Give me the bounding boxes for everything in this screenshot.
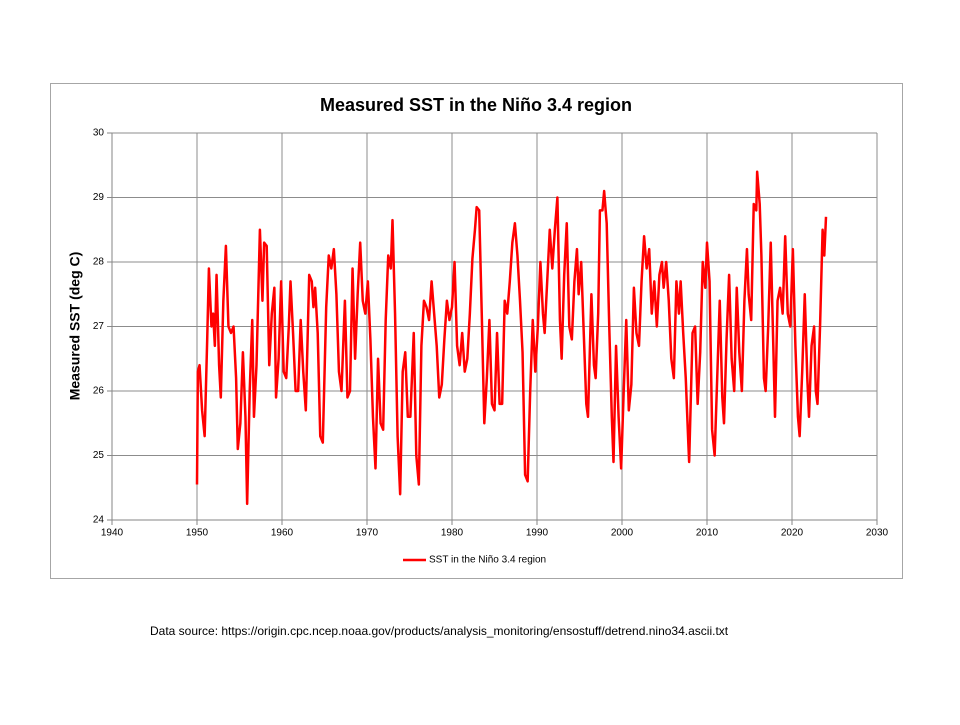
y-tick-label: 25 <box>93 450 105 461</box>
y-tick-label: 30 <box>93 128 105 139</box>
chart-frame <box>50 83 903 579</box>
x-tick-label: 2020 <box>781 528 804 539</box>
legend-label: SST in the Niño 3.4 region <box>429 555 546 566</box>
chart-title: Measured SST in the Niño 3.4 region <box>320 95 632 115</box>
x-tick-label: 2030 <box>866 528 889 539</box>
x-tick-label: 1940 <box>101 528 124 539</box>
x-tick-label: 1950 <box>186 528 209 539</box>
x-tick-label: 1960 <box>271 528 294 539</box>
y-tick-label: 28 <box>93 257 105 268</box>
x-tick-label: 2010 <box>696 528 719 539</box>
y-tick-label: 24 <box>93 515 105 526</box>
source-note: Data source: https://origin.cpc.ncep.noa… <box>150 624 729 638</box>
y-tick-label: 26 <box>93 386 105 397</box>
data-line <box>195 170 828 506</box>
x-tick-label: 2000 <box>611 528 634 539</box>
y-tick-label: 29 <box>93 192 105 203</box>
x-tick-label: 1970 <box>356 528 379 539</box>
x-tick-label: 1980 <box>441 528 464 539</box>
y-tick-label: 27 <box>93 321 105 332</box>
y-axis-label: Measured SST (deg C) <box>67 252 83 401</box>
x-tick-label: 1990 <box>526 528 549 539</box>
